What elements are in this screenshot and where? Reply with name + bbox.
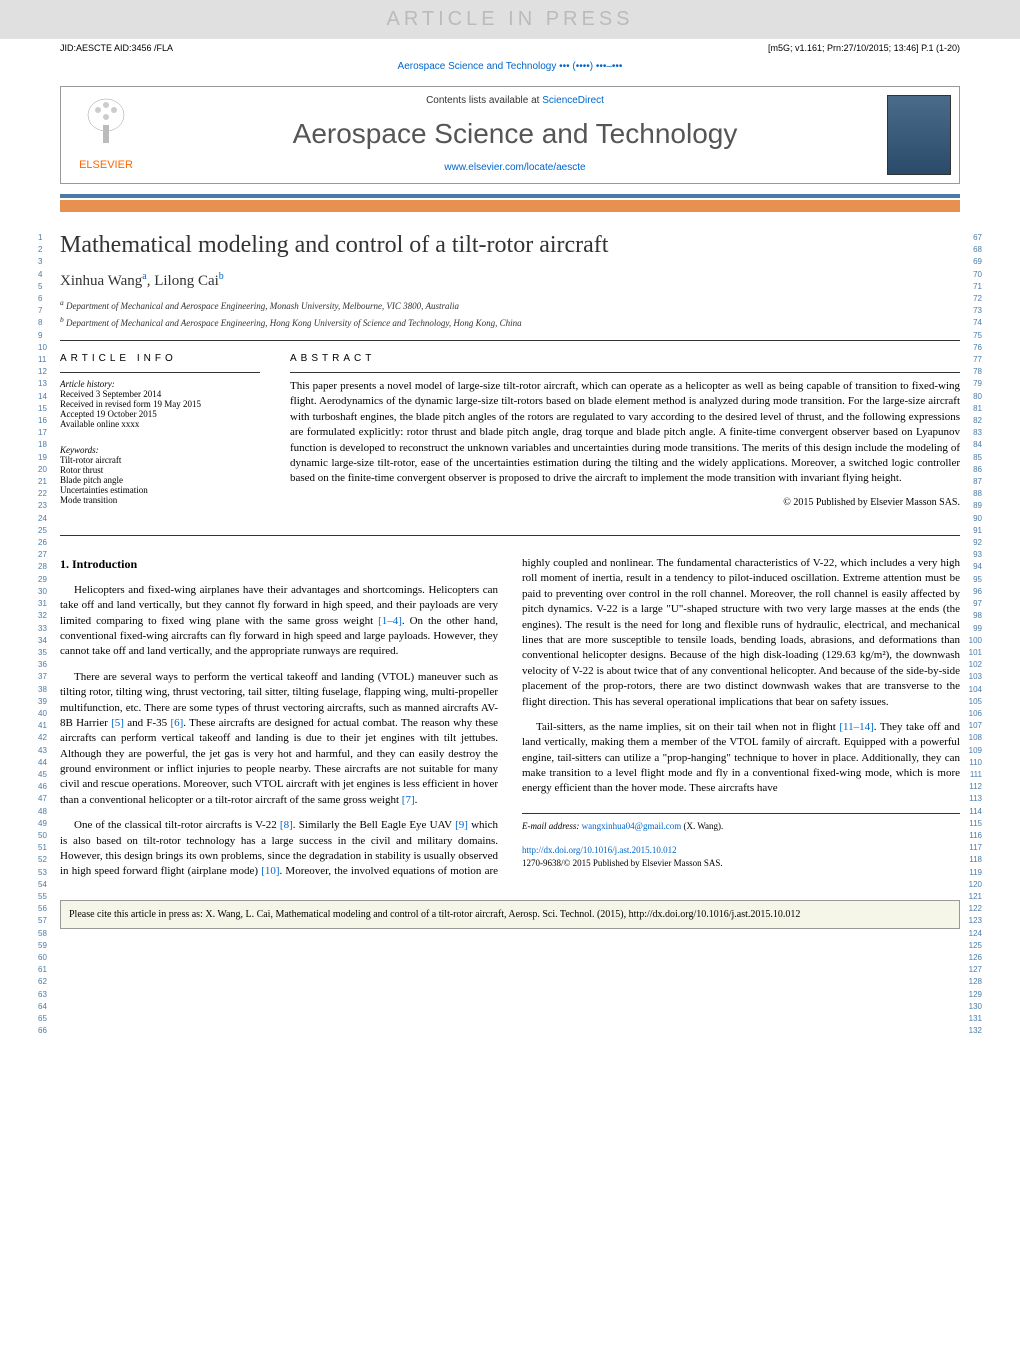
abstract-header: ABSTRACT bbox=[290, 353, 960, 364]
abstract-text: This paper presents a novel model of lar… bbox=[290, 372, 960, 487]
journal-title: Aerospace Science and Technology bbox=[159, 118, 871, 150]
affiliation-a: a Department of Mechanical and Aerospace… bbox=[60, 298, 960, 311]
ref-9[interactable]: [9] bbox=[455, 819, 468, 831]
divider-bar-orange bbox=[60, 200, 960, 212]
top-metadata: JID:AESCTE AID:3456 /FLA [m5G; v1.161; P… bbox=[0, 39, 1020, 57]
contents-available: Contents lists available at ScienceDirec… bbox=[159, 95, 871, 106]
publisher-name: ELSEVIER bbox=[69, 159, 143, 171]
info-abstract-row: ARTICLE INFO Article history: Received 3… bbox=[60, 353, 960, 515]
journal-header: ELSEVIER Contents lists available at Sci… bbox=[60, 86, 960, 184]
ref-11-14[interactable]: [11–14] bbox=[839, 721, 873, 733]
publisher-block: ELSEVIER bbox=[61, 87, 151, 183]
article-history: Article history: Received 3 September 20… bbox=[60, 372, 260, 429]
keyword-2: Rotor thrust bbox=[60, 465, 260, 475]
divider-bar-blue bbox=[60, 194, 960, 198]
email-link[interactable]: wangxinhua04@gmail.com bbox=[582, 821, 682, 831]
abstract-block: ABSTRACT This paper presents a novel mod… bbox=[290, 353, 960, 515]
issn-copyright: 1270-9638/© 2015 Published by Elsevier M… bbox=[522, 857, 960, 870]
sciencedirect-link[interactable]: ScienceDirect bbox=[542, 95, 604, 106]
article-title: Mathematical modeling and control of a t… bbox=[60, 232, 960, 259]
print-meta: [m5G; v1.161; Prn:27/10/2015; 13:46] P.1… bbox=[768, 43, 960, 53]
journal-cover-block bbox=[879, 87, 959, 183]
history-label: Article history: bbox=[60, 379, 260, 389]
divider-2 bbox=[60, 535, 960, 536]
author-1: Xinhua Wang bbox=[60, 273, 142, 289]
history-online: Available online xxxx bbox=[60, 419, 260, 429]
elsevier-tree-icon bbox=[76, 95, 136, 155]
abstract-copyright: © 2015 Published by Elsevier Masson SAS. bbox=[290, 497, 960, 508]
ref-8[interactable]: [8] bbox=[280, 819, 293, 831]
section-intro-title: 1. Introduction bbox=[60, 556, 498, 573]
watermark-banner: ARTICLE IN PRESS bbox=[0, 0, 1020, 39]
paragraph-1: Helicopters and fixed-wing airplanes hav… bbox=[60, 583, 498, 660]
keywords-label: Keywords: bbox=[60, 445, 260, 455]
authors-list: Xinhua Wanga, Lilong Caib bbox=[60, 271, 960, 290]
article-info-header: ARTICLE INFO bbox=[60, 353, 260, 364]
paragraph-4: Tail-sitters, as the name implies, sit o… bbox=[522, 720, 960, 797]
doi-link[interactable]: http://dx.doi.org/10.1016/j.ast.2015.10.… bbox=[522, 844, 960, 857]
keyword-1: Tilt-rotor aircraft bbox=[60, 455, 260, 465]
corresponding-author: E-mail address: wangxinhua04@gmail.com (… bbox=[522, 813, 960, 833]
jid-aid: JID:AESCTE AID:3456 /FLA bbox=[60, 43, 173, 53]
ref-7[interactable]: [7] bbox=[402, 794, 415, 806]
journal-url[interactable]: www.elsevier.com/locate/aescte bbox=[159, 162, 871, 173]
line-numbers-right: 6768697071727374757677787980818283848586… bbox=[969, 232, 982, 1037]
history-revised: Received in revised form 19 May 2015 bbox=[60, 399, 260, 409]
line-numbers-left: 1234567891011121314151617181920212223242… bbox=[38, 232, 47, 1037]
author-2: Lilong Cai bbox=[154, 273, 219, 289]
ref-10[interactable]: [10] bbox=[261, 865, 279, 877]
history-received: Received 3 September 2014 bbox=[60, 389, 260, 399]
journal-cover-image bbox=[887, 95, 951, 175]
article-info: ARTICLE INFO Article history: Received 3… bbox=[60, 353, 260, 515]
author-2-sup: b bbox=[219, 271, 224, 282]
header-center: Contents lists available at ScienceDirec… bbox=[151, 87, 879, 183]
main-text-columns: 1. Introduction Helicopters and fixed-wi… bbox=[60, 556, 960, 880]
ref-6[interactable]: [6] bbox=[170, 717, 183, 729]
keyword-5: Mode transition bbox=[60, 495, 260, 505]
citation-box: Please cite this article in press as: X.… bbox=[60, 900, 960, 929]
affiliation-b: b Department of Mechanical and Aerospace… bbox=[60, 315, 960, 328]
ref-5[interactable]: [5] bbox=[111, 717, 124, 729]
ref-1-4[interactable]: [1–4] bbox=[378, 615, 402, 627]
journal-reference: Aerospace Science and Technology ••• (••… bbox=[0, 57, 1020, 76]
history-accepted: Accepted 19 October 2015 bbox=[60, 409, 260, 419]
keyword-4: Uncertainties estimation bbox=[60, 485, 260, 495]
paragraph-2: There are several ways to perform the ve… bbox=[60, 670, 498, 809]
divider bbox=[60, 340, 960, 341]
author-1-sup: a bbox=[142, 271, 146, 282]
keyword-3: Blade pitch angle bbox=[60, 475, 260, 485]
keywords-section: Keywords: Tilt-rotor aircraft Rotor thru… bbox=[60, 439, 260, 505]
